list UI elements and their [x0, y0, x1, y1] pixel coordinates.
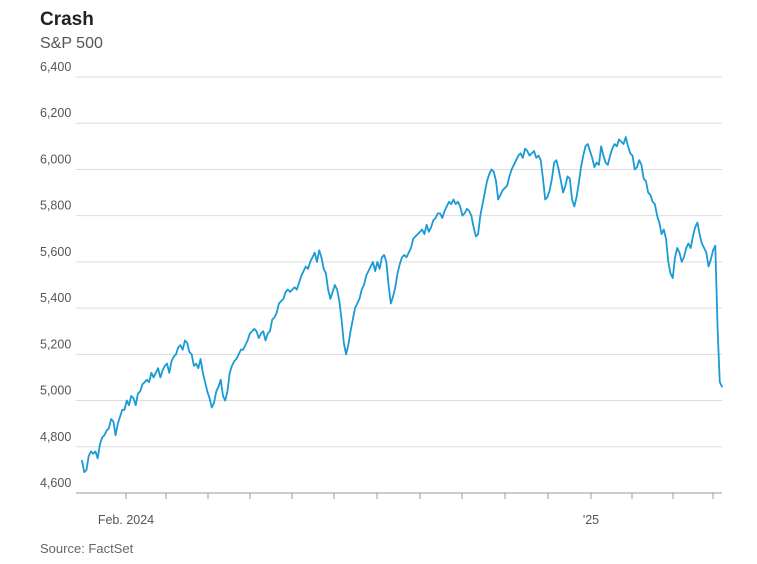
- x-tick-label: Feb. 2024: [98, 513, 154, 527]
- y-tick-label: 4,600: [40, 476, 71, 490]
- series-line-sp500: [81, 136, 723, 474]
- chart-subtitle: S&P 500: [40, 35, 103, 52]
- y-tick-label: 6,400: [40, 60, 71, 74]
- source-note: Source: FactSet: [40, 541, 134, 556]
- y-tick-label: 5,600: [40, 245, 71, 259]
- y-tick-label: 5,200: [40, 337, 71, 351]
- y-tick-label: 5,400: [40, 291, 71, 305]
- y-tick-label: 6,200: [40, 106, 71, 120]
- chart-title: Crash: [40, 9, 94, 30]
- y-tick-label: 6,000: [40, 152, 71, 166]
- y-tick-label: 5,800: [40, 199, 71, 213]
- y-tick-label: 4,800: [40, 430, 71, 444]
- x-tick-label: '25: [583, 513, 599, 527]
- y-tick-label: 5,000: [40, 384, 71, 398]
